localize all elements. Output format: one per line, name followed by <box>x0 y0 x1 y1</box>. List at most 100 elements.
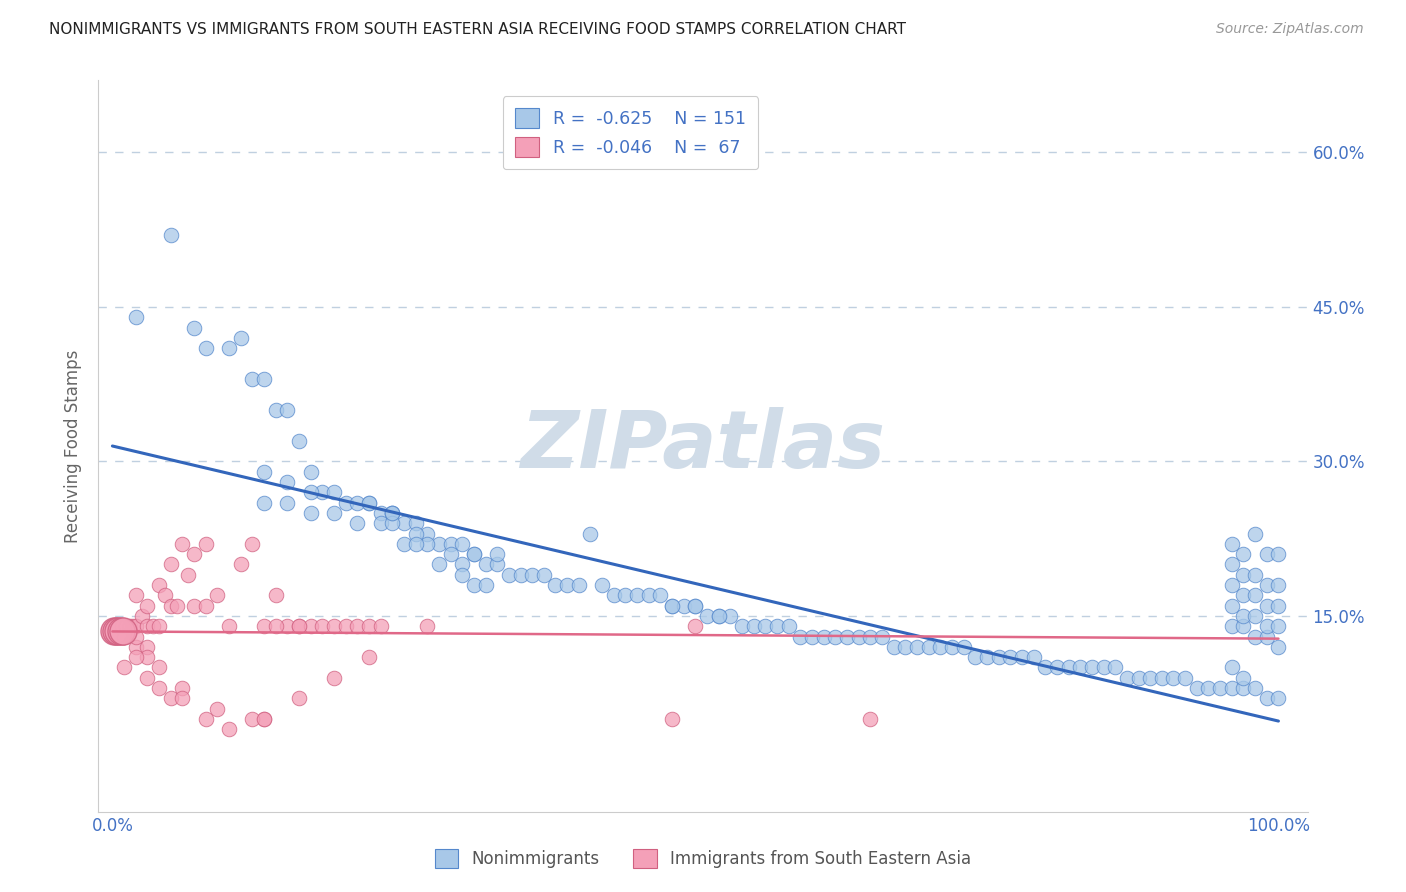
Point <box>1198 681 1220 695</box>
Point <box>614 588 637 602</box>
Point <box>1232 609 1254 624</box>
Text: NONIMMIGRANTS VS IMMIGRANTS FROM SOUTH EASTERN ASIA RECEIVING FOOD STAMPS CORREL: NONIMMIGRANTS VS IMMIGRANTS FROM SOUTH E… <box>49 22 907 37</box>
Point <box>276 619 298 633</box>
Point <box>1256 630 1278 644</box>
Point <box>288 619 311 633</box>
Point <box>118 619 141 633</box>
Point <box>894 640 917 654</box>
Point <box>323 671 346 685</box>
Point <box>125 640 148 654</box>
Point <box>439 537 461 551</box>
Point <box>357 496 380 510</box>
Point <box>1081 660 1104 674</box>
Point <box>299 506 322 520</box>
Point <box>183 547 205 561</box>
Point <box>427 537 450 551</box>
Point <box>1000 650 1022 665</box>
Point <box>1244 526 1267 541</box>
Point <box>405 537 427 551</box>
Point <box>987 650 1010 665</box>
Point <box>311 485 333 500</box>
Point <box>1256 691 1278 706</box>
Point <box>707 609 730 624</box>
Point <box>194 341 217 355</box>
Point <box>661 712 683 726</box>
Point <box>661 599 683 613</box>
Point <box>672 599 695 613</box>
Legend: Nonimmigrants, Immigrants from South Eastern Asia: Nonimmigrants, Immigrants from South Eas… <box>429 842 977 875</box>
Point <box>778 619 800 633</box>
Point <box>172 691 194 706</box>
Point <box>555 578 578 592</box>
Point <box>941 640 963 654</box>
Point <box>463 547 485 561</box>
Point <box>731 619 754 633</box>
Point <box>1256 547 1278 561</box>
Point <box>111 624 134 639</box>
Point <box>1220 681 1243 695</box>
Point <box>253 372 276 386</box>
Point <box>103 624 125 639</box>
Point <box>707 609 730 624</box>
Point <box>370 619 392 633</box>
Point <box>439 547 461 561</box>
Point <box>381 506 404 520</box>
Point <box>253 496 276 510</box>
Point <box>276 475 298 489</box>
Point <box>346 619 368 633</box>
Point <box>264 619 287 633</box>
Point <box>486 558 509 572</box>
Point <box>801 630 824 644</box>
Point <box>789 630 811 644</box>
Point <box>335 619 357 633</box>
Point <box>1128 671 1150 685</box>
Point <box>917 640 939 654</box>
Point <box>240 537 263 551</box>
Point <box>381 516 404 531</box>
Point <box>229 558 252 572</box>
Point <box>965 650 987 665</box>
Point <box>848 630 870 644</box>
Point <box>1244 609 1267 624</box>
Point <box>1033 660 1056 674</box>
Point <box>685 599 707 613</box>
Point <box>172 537 194 551</box>
Point <box>125 650 148 665</box>
Point <box>148 578 170 592</box>
Point <box>323 485 346 500</box>
Point <box>405 526 427 541</box>
Point <box>1220 599 1243 613</box>
Point <box>288 434 311 448</box>
Point <box>685 599 707 613</box>
Point <box>416 537 439 551</box>
Point <box>153 588 176 602</box>
Point <box>427 558 450 572</box>
Point <box>1220 578 1243 592</box>
Point <box>1267 599 1289 613</box>
Point <box>115 619 138 633</box>
Point <box>288 619 311 633</box>
Point <box>166 599 188 613</box>
Point <box>122 619 145 633</box>
Point <box>253 619 276 633</box>
Point <box>1046 660 1069 674</box>
Point <box>1011 650 1033 665</box>
Text: Source: ZipAtlas.com: Source: ZipAtlas.com <box>1216 22 1364 37</box>
Point <box>766 619 789 633</box>
Point <box>568 578 591 592</box>
Point <box>591 578 613 592</box>
Point <box>392 516 415 531</box>
Point <box>522 567 544 582</box>
Point <box>159 599 181 613</box>
Point <box>159 691 181 706</box>
Point <box>110 624 132 639</box>
Point <box>183 599 205 613</box>
Point <box>104 624 127 639</box>
Point <box>218 341 240 355</box>
Point <box>112 660 135 674</box>
Point <box>323 619 346 633</box>
Point <box>603 588 626 602</box>
Point <box>813 630 835 644</box>
Point <box>253 712 276 726</box>
Point <box>451 537 474 551</box>
